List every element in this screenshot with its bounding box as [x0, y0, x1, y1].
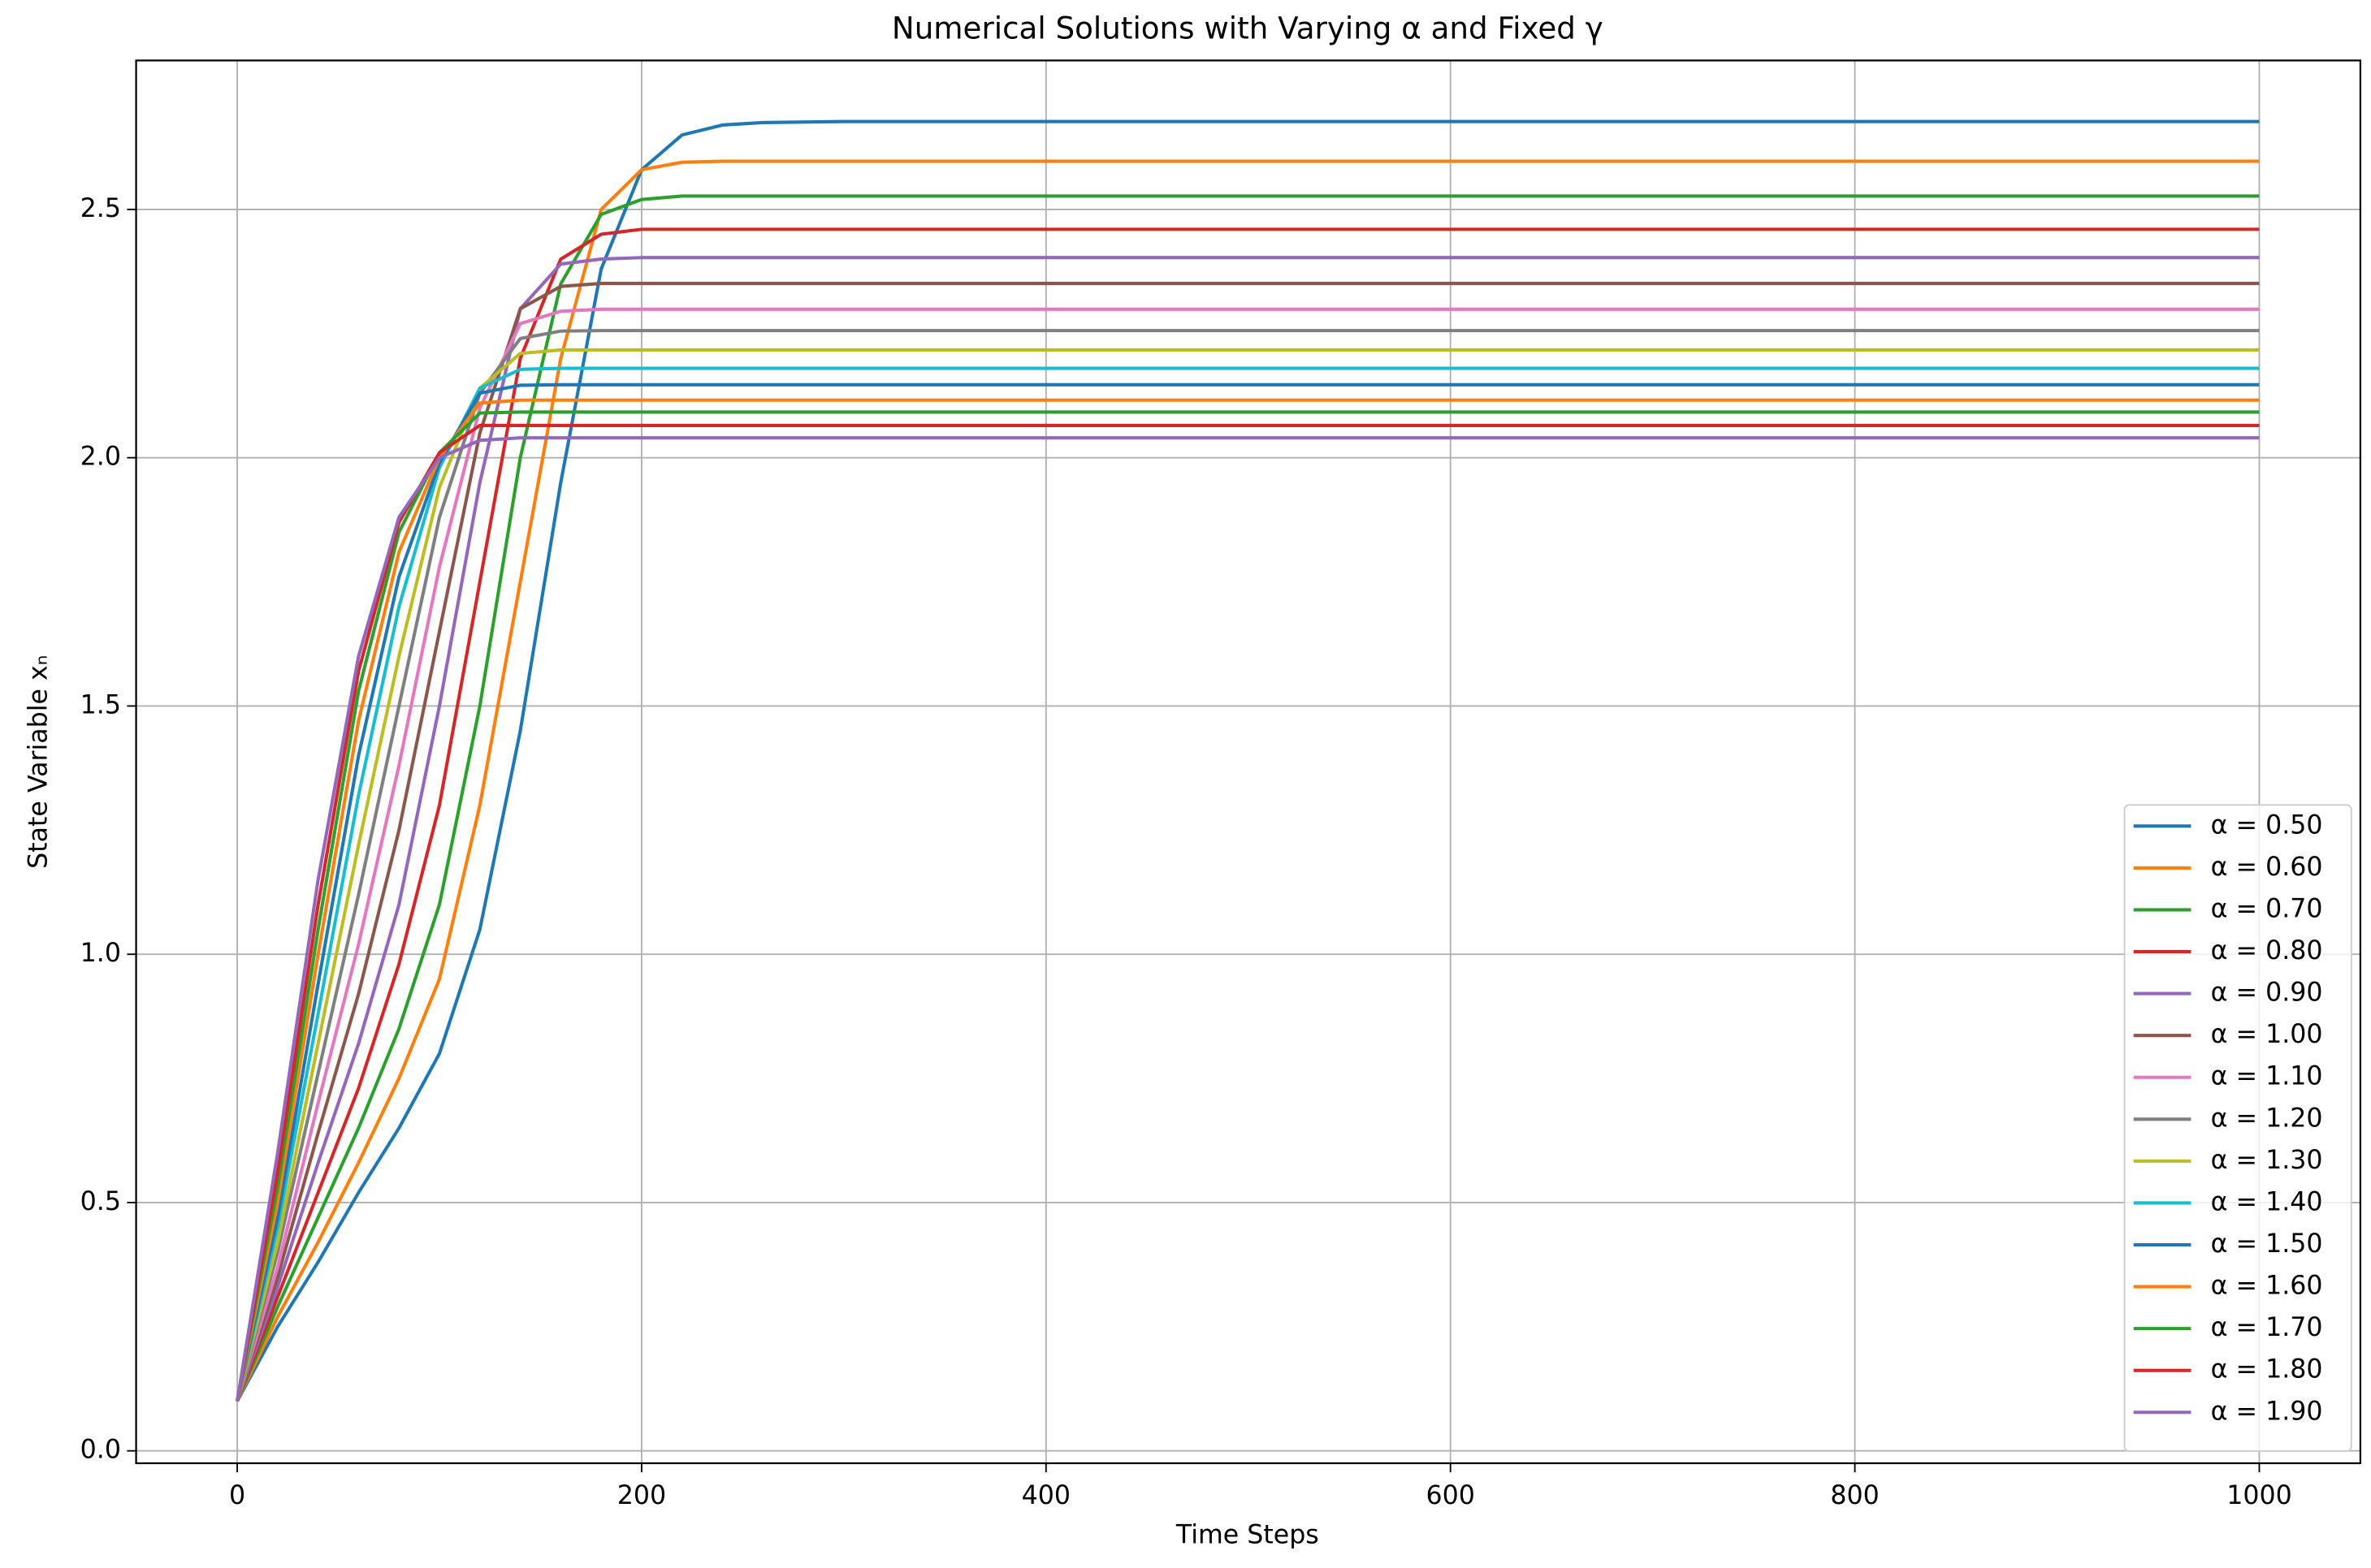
- line: [236, 256, 2260, 1402]
- line: [236, 436, 2260, 1402]
- legend-label: α = 1.80: [2211, 1355, 2323, 1384]
- x-tick-label: 400: [1022, 1481, 1071, 1510]
- y-tick-label: 2.0: [80, 443, 121, 472]
- line: [236, 398, 2260, 1402]
- x-tick-label: 800: [1830, 1481, 1879, 1510]
- line: [236, 423, 2260, 1402]
- line: [236, 366, 2260, 1402]
- y-tick-label: 0.0: [80, 1436, 121, 1465]
- y-tick-label: 1.0: [80, 939, 121, 968]
- line: [236, 194, 2260, 1402]
- line: [236, 410, 2260, 1402]
- legend-label: α = 0.90: [2211, 978, 2323, 1008]
- legend-label: α = 1.10: [2211, 1062, 2323, 1091]
- legend-label: α = 1.60: [2211, 1272, 2323, 1301]
- line: [236, 159, 2260, 1402]
- legend-label: α = 0.60: [2211, 853, 2323, 882]
- y-axis-label: State Variable xₙ: [24, 655, 53, 869]
- line: [236, 348, 2260, 1402]
- legend-label: α = 1.40: [2211, 1187, 2323, 1216]
- line: [236, 281, 2260, 1402]
- line: [236, 382, 2260, 1402]
- chart-title: Numerical Solutions with Varying α and F…: [892, 11, 1603, 46]
- legend-label: α = 0.80: [2211, 936, 2323, 965]
- legend-label: α = 1.90: [2211, 1397, 2323, 1426]
- legend-label: α = 1.30: [2211, 1146, 2323, 1175]
- plot-frame: [135, 59, 2362, 1465]
- x-axis-label: Time Steps: [1175, 1520, 1319, 1549]
- x-tick-label: 1000: [2226, 1481, 2291, 1510]
- line: [236, 119, 2260, 1402]
- x-tick-label: 200: [617, 1481, 666, 1510]
- legend-label: α = 1.20: [2211, 1104, 2323, 1133]
- y-tick-label: 0.5: [80, 1187, 121, 1216]
- legend-label: α = 1.00: [2211, 1020, 2323, 1049]
- line: [236, 227, 2260, 1402]
- line: [236, 329, 2260, 1402]
- y-tick-label: 1.5: [80, 690, 121, 719]
- legend-box: [2123, 804, 2352, 1453]
- legend-label: α = 1.70: [2211, 1313, 2323, 1342]
- legend-label: α = 0.50: [2211, 810, 2323, 840]
- y-tick-label: 2.5: [80, 194, 121, 223]
- x-tick-label: 0: [229, 1481, 245, 1510]
- legend-label: α = 0.70: [2211, 894, 2323, 923]
- x-tick-label: 600: [1426, 1481, 1475, 1510]
- line: [236, 307, 2260, 1402]
- legend-label: α = 1.50: [2211, 1229, 2323, 1259]
